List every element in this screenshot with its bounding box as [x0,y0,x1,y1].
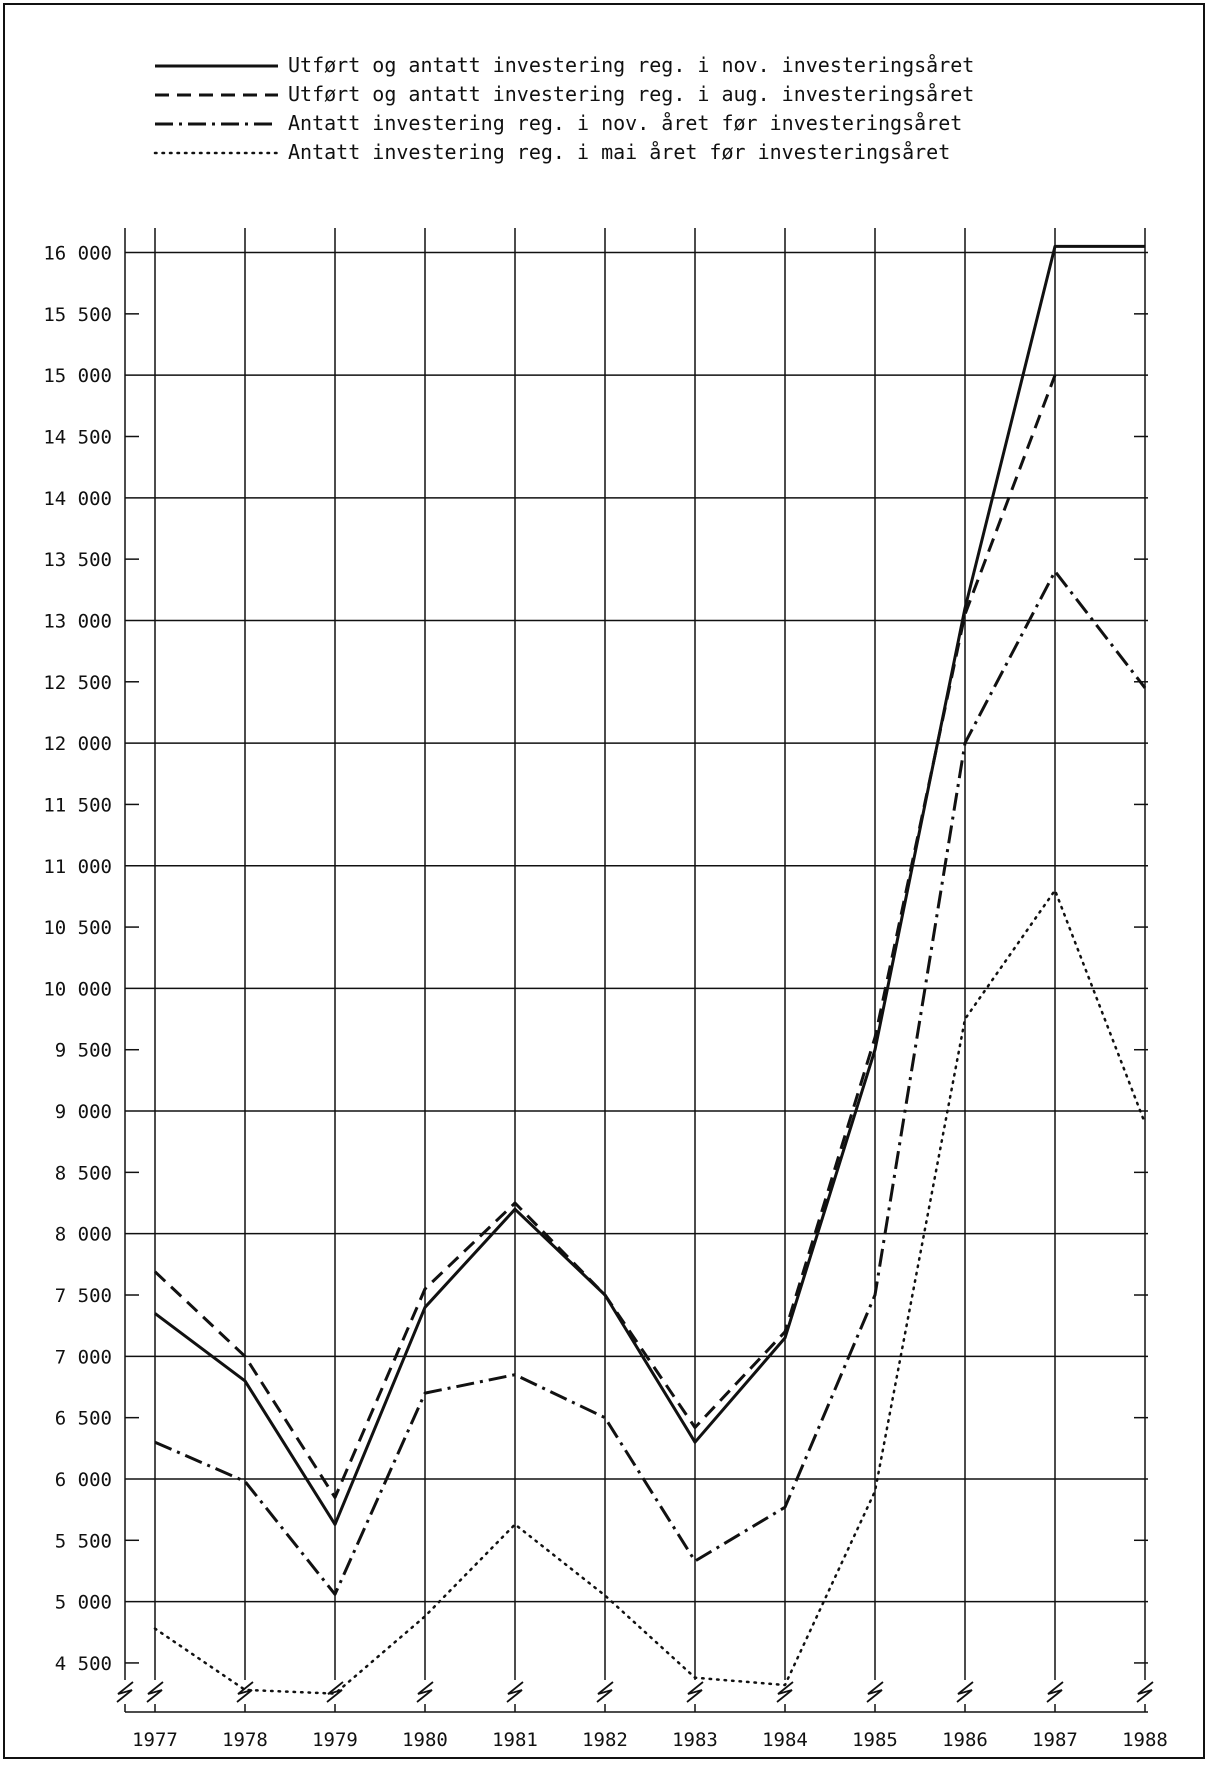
series-line-solid [154,244,1145,1526]
x-tick-label: 1987 [1032,1729,1078,1751]
x-tick-label: 1984 [762,1729,808,1751]
legend-label: Utført og antatt investering reg. i aug.… [288,82,974,106]
x-tick-label: 1977 [132,1729,178,1751]
y-tick-label: 10 000 [43,978,112,1000]
legend: Utført og antatt investering reg. i nov.… [153,53,974,164]
x-axis-tick-labels: 1977 1978 1979 1980 1981 1982 1983 1984 1985 1986… [132,1729,1168,1751]
axis-break-mark [596,1681,614,1703]
axis-break-mark [1136,1681,1154,1703]
x-tick-label: 1978 [222,1729,268,1751]
series-line-dashdot [154,569,1147,1596]
y-tick-label: 11 500 [43,794,112,816]
x-tick-label: 1985 [852,1729,898,1751]
legend-label: Antatt investering reg. i mai året før i… [288,140,950,164]
axis-break-mark [236,1681,254,1703]
series-line-dotted [153,889,1147,1695]
series-line-dashed [153,374,1057,1499]
axis-break-mark [686,1681,704,1703]
axis-break-mark [116,1681,134,1703]
axis-break-mark [956,1681,974,1703]
y-tick-label: 12 000 [43,733,112,755]
y-tick-label: 12 500 [43,672,112,694]
y-tick-label: 9 500 [55,1040,112,1062]
x-tick-label: 1988 [1122,1729,1168,1751]
y-tick-label: 14 000 [43,488,112,510]
y-tick-label: 6 500 [55,1408,112,1430]
x-tick-label: 1982 [582,1729,628,1751]
y-tick-label: 4 500 [55,1653,112,1675]
y-tick-label: 10 500 [43,917,112,939]
y-tick-label: 7 000 [55,1346,112,1368]
axis-break-mark [776,1681,794,1703]
axis-break-mark [866,1681,884,1703]
legend-label: Antatt investering reg. i nov. året før … [288,111,962,135]
y-tick-label: 6 000 [55,1469,112,1491]
x-tick-label: 1979 [312,1729,358,1751]
y-tick-label: 15 500 [43,304,112,326]
x-tick-label: 1983 [672,1729,718,1751]
y-tick-label: 5 000 [55,1592,112,1614]
y-tick-label: 13 500 [43,549,112,571]
y-axis-tick-labels: 4 500 5 000 5 500 6 000 6 500 7 000 7 500 8 000… [43,243,112,1675]
series-lines [153,244,1147,1695]
x-tick-label: 1980 [402,1729,448,1751]
grid [124,228,1148,1713]
y-tick-label: 11 000 [43,856,112,878]
axis-break-marks [116,1680,1154,1704]
y-tick-label: 14 500 [43,426,112,448]
axis-break-mark [416,1681,434,1703]
axis-break-mark [326,1681,344,1703]
y-tick-label: 16 000 [43,243,112,265]
y-tick-label: 9 000 [55,1101,112,1123]
y-tick-label: 7 500 [55,1285,112,1307]
axis-break-mark [506,1681,524,1703]
legend-label: Utført og antatt investering reg. i nov.… [288,53,974,77]
x-tick-label: 1986 [942,1729,988,1751]
chart-frame [3,3,1205,1759]
x-tick-label: 1981 [492,1729,538,1751]
axis-break-mark [1046,1681,1064,1703]
y-tick-label: 13 000 [43,610,112,632]
y-tick-label: 5 500 [55,1530,112,1552]
y-tick-label: 8 000 [55,1224,112,1246]
y-tick-label: 8 500 [55,1162,112,1184]
axis-break-mark [146,1681,164,1703]
y-tick-label: 15 000 [43,365,112,387]
